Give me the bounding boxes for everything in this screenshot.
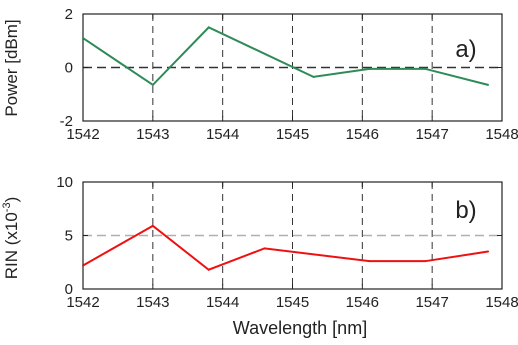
panel-a-data-point <box>82 37 84 40</box>
x-tick-label: 1542 <box>66 294 99 311</box>
x-tick-label: 1546 <box>346 126 379 143</box>
y-tick-label: 0 <box>65 281 73 298</box>
y-tick-label: 5 <box>65 228 73 245</box>
panel-a-data-point <box>207 26 210 29</box>
y-tick-label: 2 <box>65 6 73 23</box>
x-tick-label: 1544 <box>206 126 239 143</box>
panel-b-data-point <box>368 260 371 263</box>
x-tick-label: 1542 <box>66 126 99 143</box>
panel-b-rin: 1542 1543 1544 1545 1546 1547 1548 0 5 10 RIN (x… <box>1 174 518 311</box>
panel-b-data-point <box>82 264 84 267</box>
x-axis-label: Wavelength [nm] <box>233 318 367 338</box>
panel-a-x-tick-labels: 1542 1543 1544 1545 1546 1547 1548 <box>66 126 518 143</box>
y-tick-label: -2 <box>60 113 73 130</box>
x-tick-label: 1547 <box>415 294 448 311</box>
panel-a-y-tick-labels: -2 0 2 <box>60 6 73 130</box>
panel-a-series-line <box>82 26 489 87</box>
x-tick-label: 1543 <box>136 126 169 143</box>
panel-a-data-point <box>368 67 371 70</box>
panel-b-x-tick-labels: 1542 1543 1544 1545 1546 1547 1548 <box>66 294 518 311</box>
panel-a-power: 1542 1543 1544 1545 1546 1547 1548 -2 0 2 Power … <box>2 6 518 143</box>
panel-a-label: a) <box>455 36 476 63</box>
y-tick-label: 0 <box>65 60 73 77</box>
panel-b-y-axis-label: RIN (x10-3) <box>1 197 21 280</box>
panel-a-data-point <box>487 83 490 86</box>
panel-b-tick-marks <box>82 181 503 290</box>
panel-b-data-point <box>207 268 210 271</box>
panel-b-series-line <box>82 224 489 271</box>
panel-b-data-point <box>263 247 266 250</box>
panel-b-y-tick-labels: 0 5 10 <box>56 174 73 298</box>
panel-a-data-point <box>151 83 154 86</box>
x-tick-label: 1545 <box>276 294 309 311</box>
x-tick-label: 1544 <box>206 294 239 311</box>
panel-b-data-point <box>487 250 490 253</box>
x-tick-label: 1547 <box>415 126 448 143</box>
panel-a-y-axis-label: Power [dBm] <box>2 19 21 116</box>
panel-b-data-point <box>424 260 427 263</box>
panel-b-gridlines <box>152 182 433 289</box>
x-tick-label: 1548 <box>485 294 518 311</box>
panel-b-label: b) <box>455 197 476 224</box>
y-tick-label: 10 <box>56 174 73 191</box>
x-tick-label: 1545 <box>276 126 309 143</box>
panel-a-tick-marks <box>82 13 503 122</box>
panel-a-data-point <box>424 67 427 70</box>
panel-b-data-point <box>151 224 154 227</box>
x-tick-label: 1543 <box>136 294 169 311</box>
x-tick-label: 1548 <box>485 126 518 143</box>
panel-a-data-point <box>312 75 315 78</box>
x-tick-label: 1546 <box>346 294 379 311</box>
